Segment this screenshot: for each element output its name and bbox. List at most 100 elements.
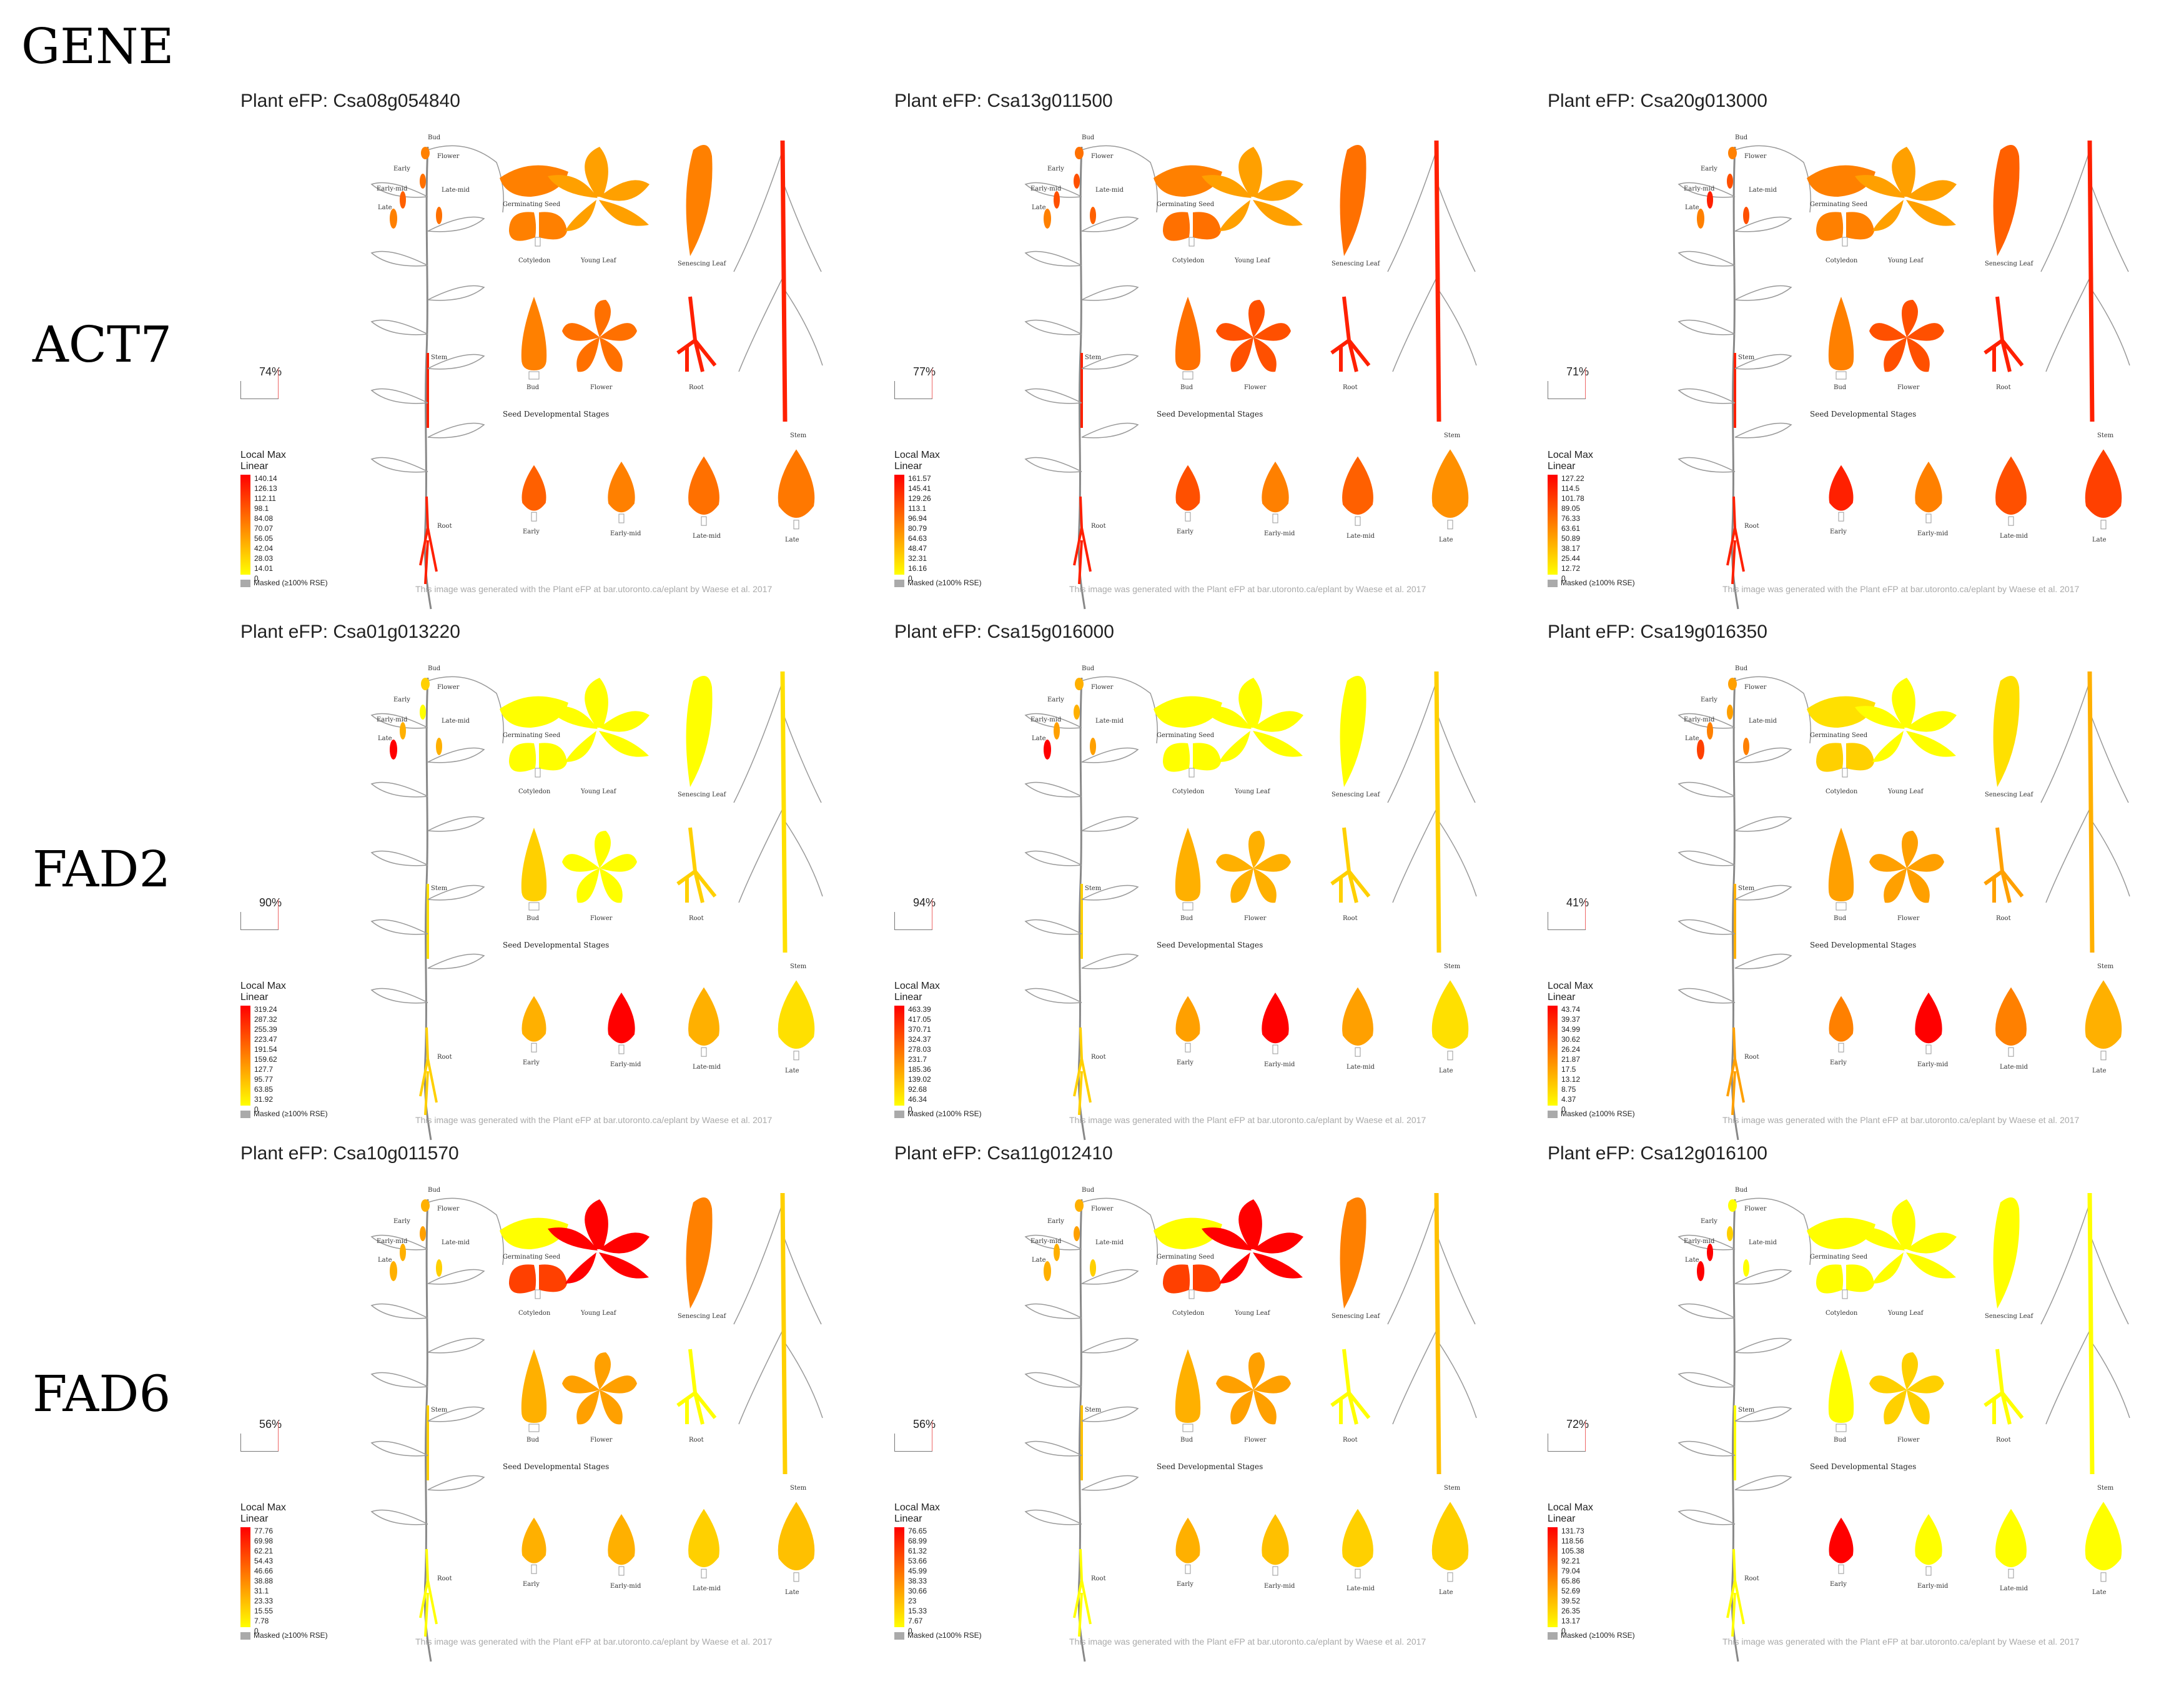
tissue-bud [521, 828, 547, 901]
plant-silique [1707, 722, 1713, 740]
plant-bud [421, 1199, 430, 1212]
legend-title: Local Max [240, 981, 286, 991]
legend-value: 4.37 [1561, 1095, 1576, 1104]
tissue-cotyledon [1816, 1264, 1874, 1294]
efp-panel: Plant eFP: Csa12g016100 Bud Flower Early Ear… [1548, 1143, 2147, 1699]
tissue-cotyledon [1816, 743, 1874, 772]
stem-leaf-outline [1387, 677, 1477, 903]
tissue-young-leaf [1202, 678, 1303, 762]
legend-value: 76.33 [1561, 514, 1581, 523]
plant-leaf-outline [1024, 1234, 1082, 1251]
legend-masked: Masked (≥100% RSE) [1548, 1631, 1635, 1640]
efp-diagram: Bud Flower Early Early-mid Late-mid Late Stem R… [1678, 1187, 2130, 1662]
plant-silique [1707, 191, 1713, 209]
seed-stage-early-label: Early [1830, 1059, 1847, 1066]
legend-value: 14.01 [254, 564, 274, 573]
seed-stage-late-mid [1995, 456, 2027, 515]
plant-branch-outline [427, 145, 504, 213]
plant-label-bud: Bud [1735, 665, 1748, 672]
plant-label-flower: Flower [437, 684, 460, 691]
plant-leaf-outline [1734, 285, 1792, 301]
legend-value: 370.71 [908, 1025, 931, 1034]
plant-silique [1090, 738, 1096, 755]
plant-leaf-outline [1734, 1475, 1792, 1491]
label-germinating-seed: Germinating Seed [503, 201, 561, 208]
stem-leaf-outline [733, 677, 823, 903]
legend-value: 463.39 [908, 1005, 931, 1014]
plant-label-flower: Flower [437, 153, 460, 160]
seed-stage-late-mid-label: Late-mid [693, 533, 721, 540]
seed-stage-early-mid [1915, 462, 1942, 513]
tissue-root [1330, 1349, 1371, 1425]
legend-value: 42.04 [254, 544, 274, 553]
tissue-young-leaf [1855, 1199, 1957, 1284]
plant-silique [1090, 207, 1096, 224]
plant-leaf-outline [370, 919, 428, 935]
label-senescing-leaf: Senescing Leaf [1985, 791, 2034, 798]
percentile-marker [278, 1421, 279, 1451]
label-flower: Flower [1244, 915, 1267, 922]
plant-label-root: Root [1091, 523, 1106, 530]
label-young-leaf: Young Leaf [1234, 1310, 1271, 1317]
plant-silique [436, 1259, 442, 1277]
tissue-senescing-leaf [1993, 145, 2020, 256]
masked-label: Masked (≥100% RSE) [907, 1109, 982, 1118]
masked-label: Masked (≥100% RSE) [1561, 1631, 1635, 1640]
legend-value: 92.21 [1561, 1557, 1581, 1565]
plant-label-root: Root [1744, 1054, 1759, 1061]
seed-stalk [1925, 1044, 1932, 1054]
tissue-senescing-leaf [1993, 676, 2020, 787]
efp-diagram: Bud Flower Early Early-mid Late-mid Late Stem R… [1024, 665, 1477, 1141]
label-cotyledon: Cotyledon [1826, 257, 1858, 264]
seed-stage-early-label: Early [1177, 1059, 1193, 1066]
plant-leaf-outline [370, 1509, 428, 1525]
seed-stage-early-mid [608, 993, 635, 1044]
tissue-cotyledon [509, 743, 567, 772]
label-flower: Flower [590, 384, 613, 391]
plant-leaf-outline [1678, 388, 1736, 404]
plant-leaf-outline [1734, 884, 1792, 901]
plant-silique [390, 740, 397, 760]
percentile-label: 72% [1566, 1418, 1589, 1430]
label-germinating-seed: Germinating Seed [1157, 732, 1215, 739]
label-senescing-leaf: Senescing Leaf [678, 791, 727, 798]
tissue-flower [1216, 831, 1291, 903]
plant-label-early: Early [1701, 696, 1717, 703]
plant-silique [1697, 209, 1704, 229]
plant-leaf-outline [1678, 1440, 1736, 1457]
legend-subtitle: Linear [1548, 1513, 1576, 1524]
plant-silique [1090, 1259, 1096, 1277]
label-stem: Stem [1444, 432, 1461, 439]
plant-stem-outline [423, 1199, 432, 1662]
legend-value: 26.24 [1561, 1045, 1581, 1054]
seed-stalk [1925, 1566, 1932, 1576]
legend-value: 28.03 [254, 554, 274, 563]
legend-values: 43.74 39.37 34.99 30.62 26.24 21.87 17.5 13.12 8… [1561, 1004, 1580, 1114]
plant-bud [421, 147, 430, 159]
plant-leaf-outline [1678, 250, 1736, 267]
plant-bud [421, 678, 430, 690]
bud-pedicel [1182, 371, 1193, 380]
plant-silique [400, 722, 406, 740]
tissue-stem [780, 140, 788, 422]
plant-branch-outline [427, 1197, 504, 1266]
seed-stage-early-label: Early [523, 528, 540, 535]
efp-diagram: Bud Flower Early Early-mid Late-mid Late Stem R… [370, 1187, 823, 1662]
tissue-stem [780, 1192, 788, 1475]
plant-silique [1743, 1259, 1749, 1277]
efp-diagram: Bud Flower Early Early-mid Late-mid Late Stem R… [1678, 134, 2130, 610]
plant-silique [1697, 740, 1704, 760]
plant-label-flower: Flower [1091, 153, 1114, 160]
plant-branch-outline [427, 676, 504, 744]
label-flower: Flower [590, 915, 613, 922]
label-root: Root [1996, 915, 2011, 922]
legend-gradient [240, 1527, 250, 1627]
seed-stalk [793, 1051, 799, 1061]
legend-title: Local Max [240, 1502, 286, 1513]
plant-stem-outline [1077, 1199, 1086, 1662]
label-senescing-leaf: Senescing Leaf [1332, 791, 1381, 798]
plant-leaf-outline [427, 216, 485, 232]
legend-subtitle: Linear [894, 1513, 922, 1524]
plant-bud [1075, 1199, 1084, 1212]
plant-label-late-mid: Late-mid [1749, 187, 1777, 194]
